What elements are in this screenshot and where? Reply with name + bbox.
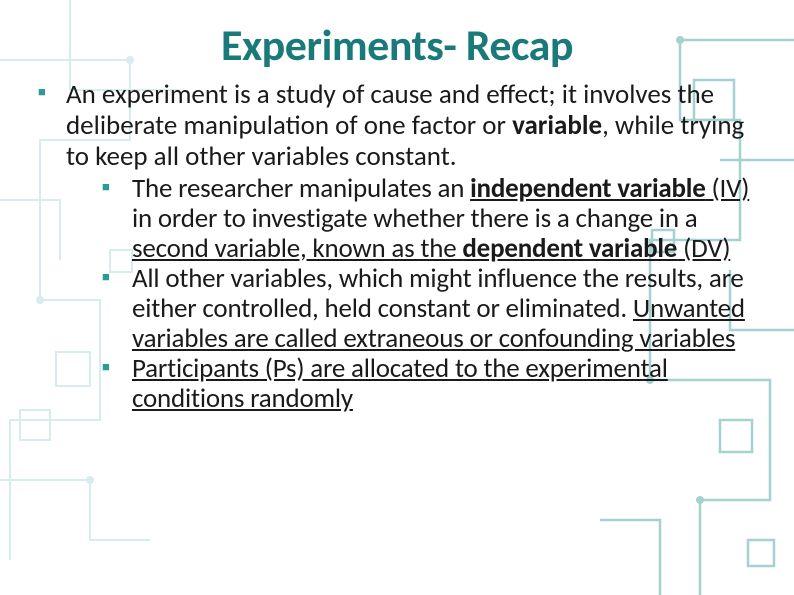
sub-point-3: Participants (Ps) are allocated to the e… xyxy=(102,354,760,413)
sub-point-2: All other variables, which might influen… xyxy=(102,264,760,353)
sub-point-1: The researcher manipulates an independen… xyxy=(102,174,760,263)
slide-content: Experiments- Recap An experiment is a st… xyxy=(0,0,794,436)
slide-title: Experiments- Recap xyxy=(34,18,760,72)
sub-list: The researcher manipulates an independen… xyxy=(66,174,760,414)
main-list: An experiment is a study of cause and ef… xyxy=(34,80,760,414)
main-point-text: An experiment is a study of cause and ef… xyxy=(66,78,744,173)
main-point: An experiment is a study of cause and ef… xyxy=(38,80,760,414)
